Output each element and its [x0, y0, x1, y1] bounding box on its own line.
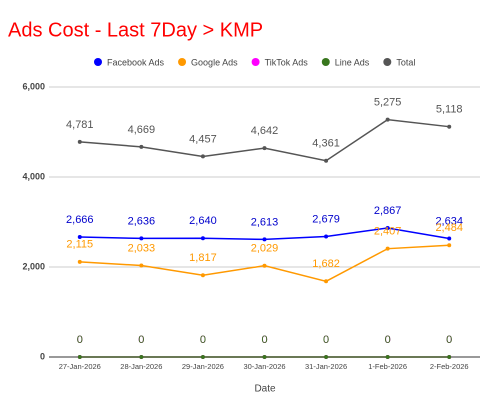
data-point [200, 273, 205, 278]
data-label: 0 [200, 334, 206, 346]
x-tick-label: 28-Jan-2026 [120, 362, 162, 371]
data-label: 0 [261, 334, 267, 346]
data-point [200, 236, 205, 241]
legend-label: Facebook Ads [107, 57, 165, 67]
data-label: 2,867 [374, 205, 402, 217]
x-tick-label: 30-Jan-2026 [243, 362, 285, 371]
data-point [77, 355, 82, 359]
data-label: 2,666 [66, 214, 94, 226]
data-point [200, 355, 205, 359]
data-label: 4,457 [189, 133, 217, 145]
x-tick-label: 29-Jan-2026 [182, 362, 224, 371]
data-point [385, 246, 390, 251]
data-point [139, 263, 144, 268]
data-point [324, 158, 329, 163]
data-point [77, 139, 82, 144]
data-point [262, 237, 267, 242]
x-tick-label: 31-Jan-2026 [305, 362, 347, 371]
data-label: 0 [385, 334, 391, 346]
data-point [447, 243, 452, 248]
data-point [385, 225, 390, 230]
data-label: 2,613 [251, 216, 279, 228]
x-tick-label: 27-Jan-2026 [59, 362, 101, 371]
y-tick-label: 0 [40, 351, 45, 361]
legend-marker [321, 58, 330, 66]
y-tick-label: 4,000 [22, 171, 45, 181]
data-label: 0 [77, 334, 83, 346]
data-point [447, 124, 452, 129]
data-point [324, 355, 329, 359]
legend-marker [251, 58, 260, 66]
data-label: 5,275 [374, 97, 402, 109]
data-point [262, 263, 267, 268]
data-label: 2,640 [189, 215, 217, 227]
data-point [77, 235, 82, 240]
data-label: 2,636 [128, 215, 156, 227]
x-tick-label: 2-Feb-2026 [430, 362, 469, 371]
data-label: 0 [446, 334, 452, 346]
data-point [139, 355, 144, 359]
y-tick-label: 6,000 [22, 81, 45, 91]
legend-label: Line Ads [335, 57, 370, 67]
data-label: 2,115 [66, 239, 93, 251]
data-point [77, 259, 82, 264]
legend-marker [178, 58, 187, 66]
data-label: 2,634 [435, 215, 463, 227]
data-label: 0 [200, 334, 206, 346]
data-point [200, 154, 205, 159]
data-label: 4,642 [251, 125, 279, 137]
legend-label: Total [396, 57, 415, 67]
data-point [139, 236, 144, 241]
data-label: 2,033 [128, 242, 156, 254]
data-point [385, 355, 390, 359]
data-point [447, 355, 452, 359]
data-label: 4,781 [66, 119, 94, 131]
x-tick-label: 1-Feb-2026 [368, 362, 407, 371]
data-label: 0 [138, 334, 144, 346]
data-label: 2,029 [251, 243, 279, 255]
data-label: 4,669 [128, 124, 156, 136]
y-tick-label: 2,000 [22, 261, 45, 271]
data-label: 1,682 [312, 258, 340, 270]
data-label: 0 [261, 334, 267, 346]
data-label: 0 [138, 334, 144, 346]
data-point [139, 144, 144, 149]
data-label: 4,361 [312, 138, 340, 150]
legend-marker [94, 58, 102, 66]
data-point [447, 236, 452, 241]
data-label: 0 [446, 334, 452, 346]
chart-title: Ads Cost - Last 7Day > KMP [8, 19, 263, 41]
legend-marker [383, 58, 392, 66]
data-point [324, 279, 329, 284]
data-label: 0 [323, 334, 329, 346]
data-label: 2,484 [435, 222, 463, 234]
legend-label: Google Ads [191, 57, 238, 67]
data-label: 0 [385, 334, 391, 346]
data-label: 0 [77, 334, 83, 346]
data-point [262, 146, 267, 151]
data-label: 2,679 [312, 213, 340, 225]
data-label: 1,817 [189, 252, 217, 264]
legend-label: TikTok Ads [265, 57, 309, 67]
data-point [385, 117, 390, 122]
x-axis-label: Date [254, 384, 276, 395]
data-point [324, 234, 329, 239]
data-label: 2,407 [374, 226, 402, 238]
data-label: 5,118 [436, 104, 463, 116]
data-point [262, 355, 267, 359]
data-label: 0 [323, 334, 329, 346]
